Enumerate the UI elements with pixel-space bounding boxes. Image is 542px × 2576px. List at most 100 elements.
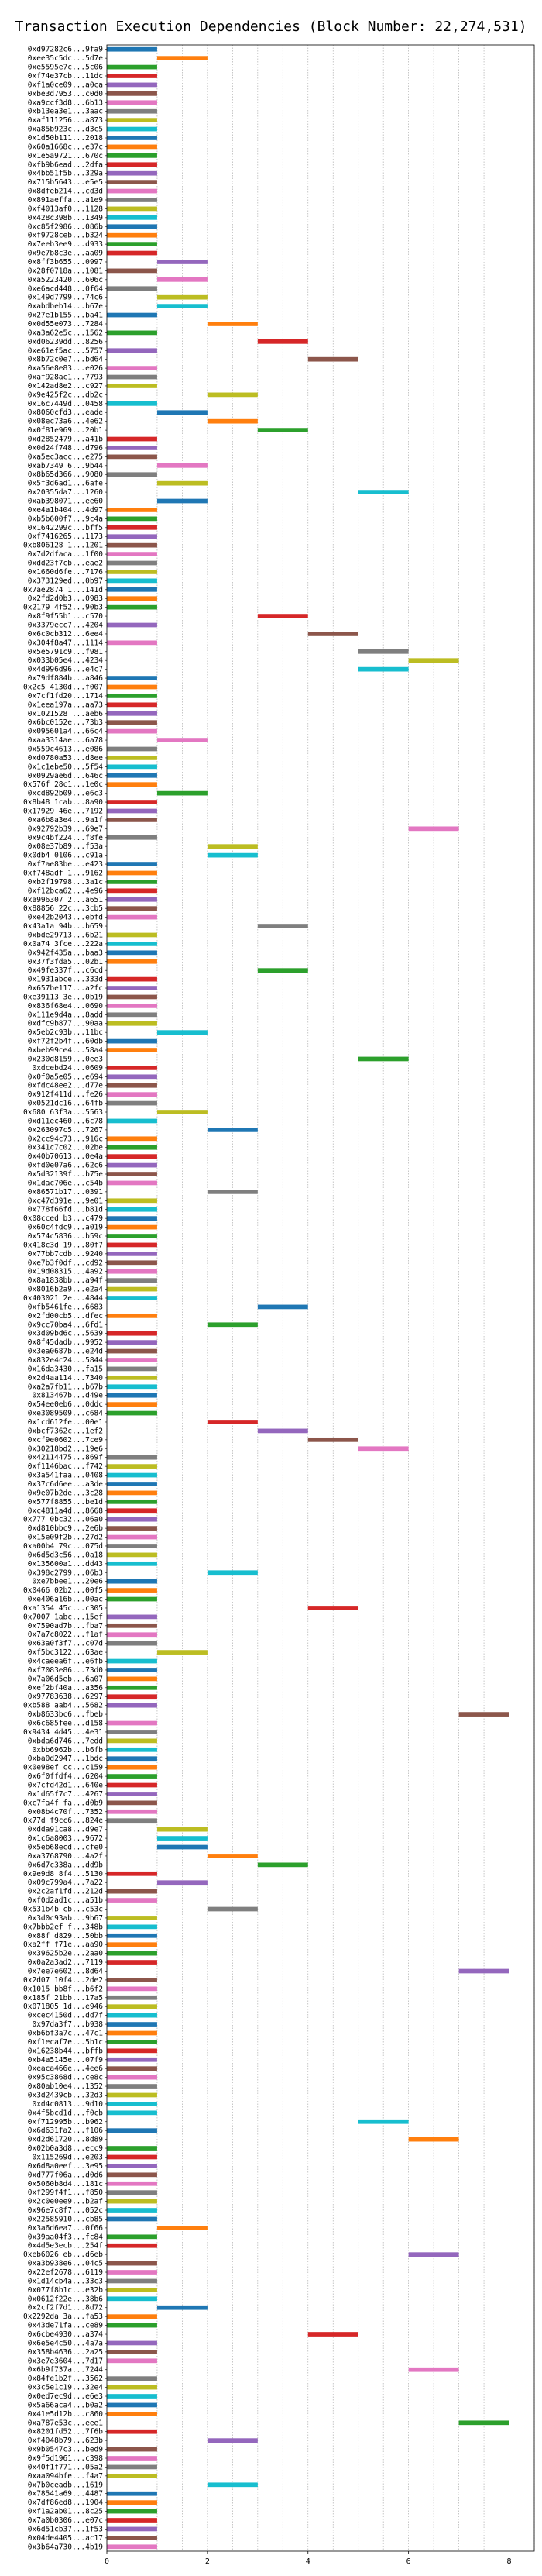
bar bbox=[107, 2429, 157, 2434]
bar bbox=[107, 1792, 157, 1796]
grid-lines bbox=[106, 45, 535, 2551]
bar bbox=[107, 2022, 157, 2027]
bar bbox=[107, 1154, 157, 1159]
y-tick-label: 0x3d0c93ab...9b67 bbox=[28, 1914, 103, 1923]
bar bbox=[107, 126, 157, 132]
y-tick-label: 0x403021 2e...4844 bbox=[23, 1294, 103, 1303]
bar bbox=[107, 1331, 157, 1336]
y-tick-label: 0x418c3d 19...80f7 bbox=[23, 1241, 103, 1249]
bar bbox=[107, 622, 157, 628]
bar bbox=[107, 640, 157, 646]
y-tick-label: 0x7a7c8022...f1af bbox=[28, 1631, 103, 1639]
y-tick-label: 0x7b0ceadb...1619 bbox=[28, 2481, 104, 2489]
y-tick-label: 0x7eeb3ee9...d933 bbox=[28, 240, 103, 249]
y-tick-label: 0x54ee0eb6...0ddc bbox=[28, 1400, 103, 1409]
y-tick-label: 0xf0d2ad1c...a51b bbox=[28, 1896, 104, 1905]
bar bbox=[358, 649, 409, 654]
bar bbox=[107, 162, 157, 167]
bar bbox=[107, 2146, 157, 2151]
y-tick-label: 0xd810bbc9...2e6b bbox=[28, 1524, 104, 1533]
y-tick-label: 0x0612f22e...38b6 bbox=[28, 2295, 104, 2303]
y-tick-label: 0x80ab10e4...1352 bbox=[28, 2082, 103, 2091]
y-tick-label: 0x08e37b89...f53a bbox=[28, 842, 103, 851]
y-tick-label: 0x7df86ed8...1904 bbox=[28, 2499, 104, 2507]
y-tick-label: 0x5eb2c93b...11bc bbox=[28, 1028, 103, 1037]
bar bbox=[107, 552, 157, 556]
bar bbox=[107, 1366, 157, 1372]
y-tick-label: 0x4d996d96...e4c7 bbox=[28, 666, 103, 674]
bar bbox=[156, 2305, 208, 2310]
y-tick-label: 0x657be117...a2fc bbox=[28, 984, 103, 993]
bar bbox=[257, 1428, 308, 1434]
bar bbox=[107, 188, 157, 194]
y-tick-label: 0x08cced b3...c479 bbox=[23, 1214, 103, 1223]
bars bbox=[107, 46, 509, 2550]
y-tick-label: 0xa996307 2...a651 bbox=[23, 896, 103, 904]
bar bbox=[107, 1313, 157, 1318]
y-tick-label: 0x63a0f3f7...c07d bbox=[28, 1640, 103, 1648]
y-tick-label: 0xe42b2043...ebfd bbox=[28, 914, 103, 922]
y-tick-label: 0x7ee7e602...8d64 bbox=[28, 1967, 104, 1975]
bar bbox=[107, 2234, 157, 2240]
bar bbox=[107, 2323, 157, 2328]
y-tick-label: 0x6e5e4c50...4a7a bbox=[28, 2339, 103, 2347]
bar bbox=[107, 1641, 157, 1646]
y-tick-label: 0x8ff3b655...0997 bbox=[28, 258, 103, 267]
y-tick-label: 0xf5bc3122...63ae bbox=[28, 1648, 104, 1657]
bar bbox=[107, 1818, 157, 1824]
bar bbox=[107, 2030, 157, 2036]
y-tick-label: 0x5060b8d4...181c bbox=[28, 2180, 103, 2189]
y-tick-label: 0x9cc70ba4...6fd1 bbox=[28, 1321, 104, 1329]
bar bbox=[107, 542, 157, 548]
y-tick-label: 0x3d2439cb...32d3 bbox=[28, 2091, 103, 2099]
y-tick-label: 0x0e98ef cc...c159 bbox=[23, 1764, 103, 1772]
y-tick-label: 0x5a66aca4...b0a2 bbox=[28, 2401, 103, 2409]
bar bbox=[107, 2164, 157, 2168]
y-tick-label: 0x942f435a...baa3 bbox=[28, 949, 103, 957]
y-tick-label: 0x8016b2a9...e2a4 bbox=[28, 1286, 104, 1294]
bar bbox=[107, 2509, 157, 2514]
y-tick-label: 0x1c1ebe50...5f54 bbox=[28, 763, 104, 771]
y-tick-label: 0xf712995b...b962 bbox=[28, 2118, 103, 2127]
y-tick-label: 0x1cd612fe...00e1 bbox=[28, 1418, 104, 1427]
y-tick-label: 0x6f0ffdf4...6204 bbox=[28, 1772, 104, 1781]
y-tick-label: 0x22585910...cb85 bbox=[28, 2215, 103, 2223]
y-tick-label: 0xf1a2ab01...8c25 bbox=[28, 2508, 103, 2516]
bar bbox=[107, 2199, 157, 2204]
bar bbox=[107, 2402, 157, 2408]
bar bbox=[207, 852, 258, 858]
bar bbox=[107, 959, 157, 964]
bar bbox=[107, 2048, 157, 2054]
y-tick-label: 0xa2ff f71e...aa90 bbox=[23, 1941, 103, 1949]
y-tick-label: 0x19d08315...4a92 bbox=[28, 1268, 103, 1276]
y-tick-label: 0x2cf2f7d1...8d72 bbox=[28, 2304, 103, 2313]
y-tick-label: 0x97783638...6297 bbox=[28, 1693, 103, 1701]
y-tick-label: 0xdda91ca8...d9e7 bbox=[28, 1826, 103, 1834]
bar bbox=[107, 454, 157, 460]
bar bbox=[107, 1951, 157, 1956]
bar bbox=[156, 260, 208, 264]
y-tick-label: 0x8b48 1cab...8a90 bbox=[23, 798, 103, 807]
bar bbox=[156, 304, 208, 308]
bar bbox=[207, 2438, 258, 2443]
bar bbox=[107, 2412, 157, 2416]
bar bbox=[107, 446, 157, 450]
bar bbox=[107, 897, 157, 902]
bar bbox=[107, 1986, 157, 1992]
y-tick-label: 0x9b0547c3...bed9 bbox=[28, 2446, 104, 2454]
bar bbox=[408, 2137, 459, 2142]
bar bbox=[107, 835, 157, 840]
bar bbox=[107, 516, 157, 522]
y-tick-label: 0x8dfeb214...cd3d bbox=[28, 188, 103, 196]
y-tick-label: 0xaa094bfe...f4a7 bbox=[28, 2472, 103, 2481]
bar bbox=[107, 1278, 157, 1283]
y-tick-labels: 0xd97282c6...9fa90xee35c5dc...5d7e0xe559… bbox=[23, 46, 107, 2551]
bar bbox=[107, 1774, 157, 1779]
bar bbox=[107, 1526, 157, 1531]
bar bbox=[107, 1765, 157, 1770]
y-tick-label: 0x88856 22c...3cb5 bbox=[23, 904, 103, 913]
y-tick-label: 0x778f66fd...b81d bbox=[28, 1206, 103, 1214]
x-tick-label: 0 bbox=[105, 2557, 109, 2566]
bar bbox=[107, 2491, 157, 2496]
y-tick-label: 0x7d2dfaca...1f00 bbox=[28, 550, 104, 559]
